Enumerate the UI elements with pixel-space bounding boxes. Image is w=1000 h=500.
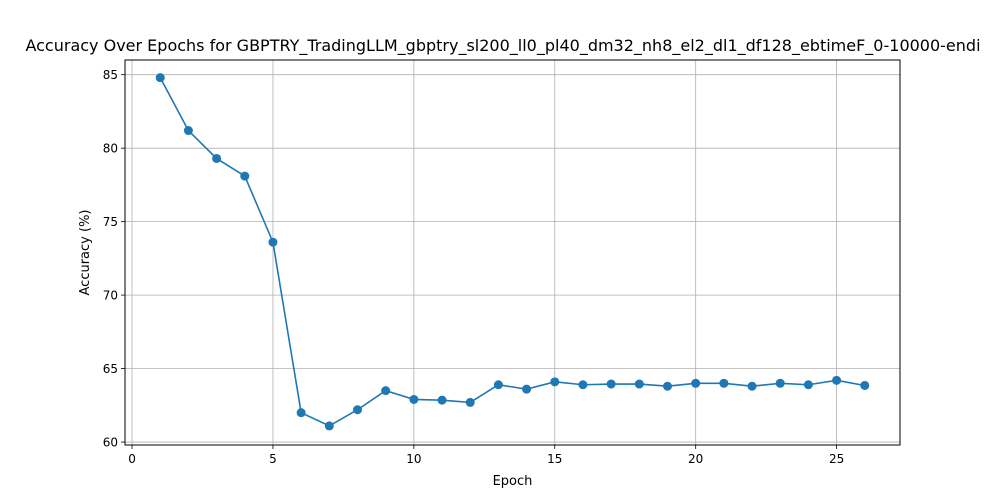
data-point	[183, 126, 193, 136]
y-tick-label: 85	[103, 68, 118, 82]
data-point	[268, 237, 278, 247]
y-tick-label: 80	[103, 142, 118, 156]
data-point	[155, 73, 165, 83]
plot-area-frame	[124, 59, 901, 446]
chart-title: Accuracy Over Epochs for GBPTRY_TradingL…	[25, 36, 980, 56]
data-point	[324, 421, 334, 431]
x-tick-label: 10	[406, 452, 421, 466]
y-tick-label: 75	[103, 215, 118, 229]
x-tick-label: 0	[128, 452, 136, 466]
data-point	[860, 380, 870, 390]
data-point	[212, 153, 222, 163]
data-point	[493, 380, 503, 390]
data-point	[803, 380, 813, 390]
data-point	[437, 395, 447, 405]
data-point	[522, 384, 532, 394]
series-accuracy	[155, 73, 870, 431]
data-point	[409, 394, 419, 404]
data-point	[691, 378, 701, 388]
x-tick-label: 15	[547, 452, 562, 466]
data-point	[606, 379, 616, 389]
data-point	[578, 380, 588, 390]
data-point	[747, 381, 757, 391]
axis-ticks: 0 5 10 15 20 25 60 65 70 75 80 85	[103, 68, 845, 466]
data-point	[663, 381, 672, 391]
data-point	[550, 377, 560, 387]
x-tick-label: 5	[269, 452, 277, 466]
y-tick-label: 65	[103, 362, 118, 376]
data-point	[832, 375, 842, 385]
data-point	[353, 405, 362, 415]
x-tick-label: 25	[829, 452, 844, 466]
x-axis-label: Epoch	[493, 474, 533, 489]
data-point	[296, 408, 306, 418]
grid-lines	[125, 60, 900, 445]
data-point	[634, 379, 644, 389]
series-line	[159, 77, 865, 427]
data-point	[381, 386, 391, 396]
y-axis-label: Accuracy (%)	[78, 210, 93, 296]
y-tick-label: 70	[103, 289, 118, 303]
data-point	[719, 378, 729, 388]
data-point	[240, 171, 250, 181]
data-point	[465, 397, 475, 407]
y-tick-label: 60	[103, 436, 118, 450]
x-tick-label: 20	[688, 452, 703, 466]
data-point	[775, 378, 785, 388]
